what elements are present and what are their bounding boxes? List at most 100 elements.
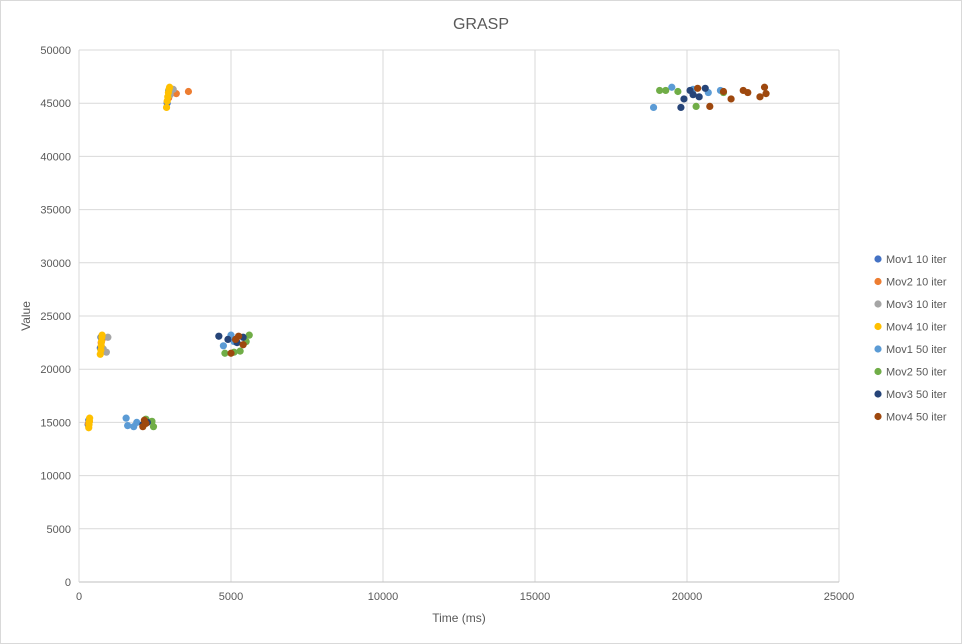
data-point [227,349,235,357]
data-point [719,87,728,96]
x-tick-label: 0 [76,591,82,603]
data-point [649,103,658,112]
y-tick-label: 50000 [40,45,71,57]
data-point [239,341,247,349]
legend-item: Mov1 10 iter [874,254,947,266]
legend-marker [874,412,882,421]
series-1 [84,86,173,429]
x-tick-label: 15000 [520,591,551,603]
data-point [706,102,714,110]
y-tick-label: 45000 [40,98,71,110]
data-point [215,332,223,340]
y-tick-label: 40000 [40,151,71,163]
legend-label: Mov4 50 iter [886,412,947,424]
data-point [756,93,764,101]
data-point [744,88,752,97]
legend-item: Mov1 50 iter [874,344,947,356]
y-tick-label: 30000 [40,258,71,270]
x-tick-label: 25000 [824,591,855,603]
legend-item: Mov4 50 iter [874,412,947,424]
legend-item: Mov2 50 iter [874,367,947,379]
data-point [762,90,770,98]
data-point [98,331,106,339]
legend-marker [874,367,882,376]
series-2 [84,87,193,428]
data-point [235,332,243,340]
series-3 [85,85,177,426]
y-tick-label: 15000 [40,417,71,429]
legend-label: Mov2 10 iter [886,277,947,289]
series-8 [139,83,770,431]
data-point [668,83,676,91]
data-point [760,83,769,91]
legend-marker [874,390,882,398]
data-point [165,83,174,91]
legend-label: Mov3 50 iter [886,389,947,401]
data-point [662,86,670,95]
data-point [184,87,193,96]
legend-item: Mov4 10 iter [874,322,947,334]
data-point [86,414,94,422]
data-point [727,95,735,103]
legend-label: Mov1 50 iter [886,344,947,356]
legend-item: Mov3 50 iter [874,389,947,401]
legend-item: Mov2 10 iter [874,277,947,289]
data-point [104,333,112,341]
data-point [149,423,158,431]
chart-title: GRASP [453,16,509,33]
gridlines [79,49,840,582]
series-7 [139,84,709,429]
x-tick-label: 5000 [219,591,243,603]
data-point [656,86,664,95]
series-6 [142,86,728,431]
x-tick-label: 20000 [672,591,703,603]
x-tick-labels: 0 5000 10000 15000 20000 25000 [76,591,854,603]
legend-label: Mov3 10 iter [886,299,947,311]
data-point [133,418,141,426]
data-point [122,414,130,422]
data-point [219,342,227,350]
data-point [236,347,244,355]
y-tick-labels: 0 5000 10000 15000 20000 25000 30000 35000 40000… [40,45,71,589]
legend-label: Mov1 10 iter [886,254,947,266]
axes [78,50,839,583]
data-point [221,349,229,357]
legend-marker [874,345,882,353]
data-point [689,91,697,99]
data-point [102,348,110,356]
data-point [245,331,253,339]
data-point [692,102,700,110]
y-tick-label: 5000 [47,524,71,536]
legend: Mov1 10 iter Mov2 10 iter Mov3 10 iter Mov4… [874,254,947,424]
legend-item: Mov3 10 iter [874,299,947,311]
data-point [694,84,702,92]
x-axis-label: Time (ms) [432,611,486,625]
data-point [695,93,703,101]
data-point [224,335,232,344]
y-tick-label: 25000 [40,311,71,323]
y-tick-label: 20000 [40,364,71,376]
data-points [84,83,770,432]
series-5 [122,83,725,431]
y-tick-label: 0 [65,577,71,589]
y-tick-label: 35000 [40,205,71,217]
legend-marker [874,300,882,308]
x-tick-label: 10000 [368,591,399,603]
data-point [124,421,132,430]
data-point [677,103,685,112]
y-tick-label: 10000 [40,471,71,483]
legend-label: Mov4 10 iter [886,322,947,334]
legend-marker [874,277,882,286]
data-point [142,419,150,428]
legend-marker [874,322,882,331]
legend-marker [874,255,882,263]
data-point [701,84,709,92]
data-point [162,103,171,112]
data-point [674,87,682,96]
series-4 [85,83,174,432]
legend-label: Mov2 50 iter [886,367,947,379]
y-axis-label: Value [19,301,33,331]
data-point [680,95,688,103]
